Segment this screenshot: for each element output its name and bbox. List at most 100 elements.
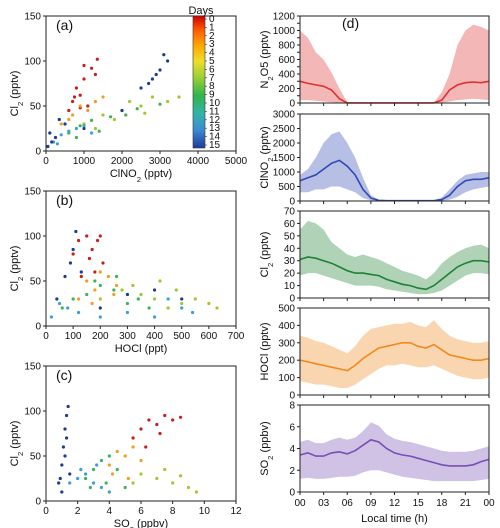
data-point-day-12 [99,485,104,490]
data-point-day-6 [193,297,197,301]
x-tick-label: 6 [138,506,144,517]
data-point-day-12 [55,142,60,146]
data-point-day-15 [152,288,157,292]
data-point-day-15 [82,126,86,131]
y-axis-label: Cl2 (pptv) [9,421,25,467]
data-point-day-3 [98,270,102,274]
colorbar-tick-label: 2 [209,31,215,42]
y-tick-label: 6 [289,422,295,433]
y-tick-label: 0 [35,322,41,333]
data-point-day-9 [91,467,96,472]
data-point-day-6 [166,306,170,310]
data-point-day-6 [194,490,199,494]
diurnal-subplot-2: 0 500 1000 1500 2000 2500 3000 ClNO2 (pptv) [259,110,490,208]
data-point-day-9 [158,102,162,106]
data-point-day-12 [166,297,170,301]
x-tick-label: 100 [65,331,82,342]
data-point-day-3 [107,463,111,467]
data-point-day-3 [93,288,97,292]
data-point-day-12 [107,490,111,494]
y-tick-label: 70 [284,207,296,218]
y-tick-label: 600 [278,55,295,66]
data-point-day-6 [155,476,159,481]
colorbar-title: Days [188,5,214,17]
panel-label: (b) [56,192,73,208]
data-point-day-6 [152,297,157,301]
x-tick-label: 4000 [187,156,210,167]
colorbar-tick-label: 15 [209,140,221,151]
y-axis-label: Cl2 (pptv) [9,246,25,292]
y-tick-label: 400 [278,321,295,332]
data-point-day-6 [215,306,219,310]
data-point-day-6 [112,117,116,122]
data-point-day-3 [126,476,130,481]
colorbar-tick-label: 3 [209,39,215,50]
x-axis-label: SO2 (ppbv) [114,518,168,528]
x-tick-label: 0 [43,506,49,517]
y-tick-label: 50 [30,452,42,463]
data-point-day-9 [90,118,94,122]
data-point-day-9 [78,124,82,128]
data-point-day-12 [66,306,70,310]
data-point-day-6 [143,111,147,115]
x-tick-label: 600 [201,331,218,342]
data-point-day-0 [82,77,86,81]
data-point-day-15 [125,292,130,297]
x-tick-label: 00 [294,498,306,509]
data-point-day-15 [68,261,73,265]
median-line [299,256,490,291]
data-point-day-12 [68,481,72,485]
data-point-day-15 [53,135,58,140]
data-point-day-12 [91,481,96,485]
y-tick-label: 2500 [273,124,296,135]
data-point-day-0 [147,418,151,422]
y-axis-label: Cl2 (pptv) [9,71,25,117]
y-tick-label: 500 [278,182,295,193]
data-point-day-0 [93,72,97,77]
data-point-day-9 [97,129,101,133]
data-point-day-6 [139,472,143,476]
colorbar-tick-label: 1 [209,22,215,33]
y-tick-label: 150 [24,12,41,23]
colorbar-tick-label: 14 [209,132,221,143]
data-point-day-3 [67,117,71,122]
data-point-day-0 [144,445,148,449]
diurnal-subplot-4: 0 100 200 300 400 500 HOCl (pptv) [259,304,490,402]
y-tick-label: 1000 [273,26,296,37]
data-point-day-0 [158,431,162,436]
data-point-day-3 [139,458,143,463]
data-point-day-12 [59,133,63,137]
data-point-day-0 [90,66,94,70]
data-point-day-9 [83,476,88,481]
data-point-day-15 [139,86,143,90]
data-point-day-6 [128,99,132,104]
data-point-day-15 [158,68,162,72]
data-point-day-9 [107,454,111,458]
data-point-day-15 [74,229,78,234]
data-point-day-0 [71,99,75,104]
data-point-day-15 [55,297,59,301]
y-axis-label: SO2 (ppbv) [259,421,275,475]
data-point-day-3 [131,445,135,449]
y-axis-label: HOCl (pptv) [259,322,271,380]
y-tick-label: 300 [278,338,295,349]
data-point-day-12 [190,310,195,315]
data-point-day-6 [186,485,191,490]
data-point-day-0 [90,247,94,252]
data-point-day-9 [98,283,102,288]
data-point-day-9 [125,301,130,306]
data-point-day-0 [95,57,99,61]
x-tick-label: 12 [230,506,242,517]
panel-label: (d) [342,15,359,31]
y-tick-label: 4 [289,444,295,455]
data-point-day-3 [114,283,119,288]
x-tick-label: 0 [43,156,49,167]
data-point-day-0 [178,415,183,419]
colorbar-tick-label: 12 [209,115,221,126]
data-point-day-6 [131,283,135,288]
y-tick-label: 0 [289,99,295,110]
